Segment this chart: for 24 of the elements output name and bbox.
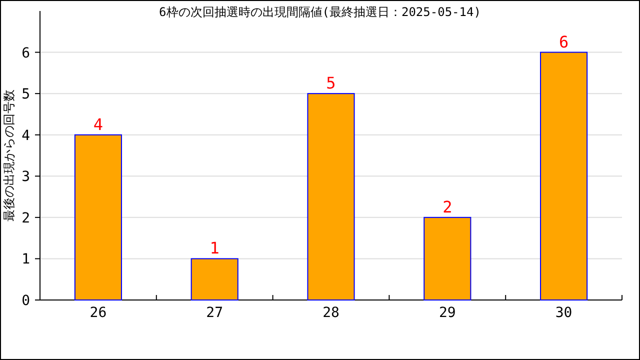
bar (190, 258, 238, 300)
bar (540, 52, 588, 300)
y-tick-label: 3 (22, 169, 30, 186)
data-label: 5 (326, 74, 336, 93)
x-tick-label: 28 (322, 305, 340, 321)
data-label: 2 (442, 197, 452, 216)
y-tick-label: 4 (22, 128, 30, 144)
data-label: 1 (210, 238, 220, 258)
bar (307, 93, 355, 300)
chart-title: 6枠の次回抽選時の出現間隔値(最終抽選日：2025-05-14) (159, 5, 481, 19)
y-axis-title: 最後の出現からの回号数 (2, 90, 16, 222)
y-tick-label: 2 (22, 210, 30, 226)
y-tick-label: 1 (22, 252, 30, 268)
x-tick-label: 29 (438, 305, 456, 321)
y-tick-label: 0 (22, 293, 30, 309)
x-tick-label: 27 (206, 305, 224, 321)
data-label: 6 (558, 32, 569, 52)
y-tick-label: 6 (22, 45, 30, 62)
bar (74, 134, 122, 300)
bar (424, 216, 472, 300)
x-tick-label: 30 (555, 305, 572, 321)
data-label: 4 (93, 114, 104, 134)
x-tick-label: 26 (90, 305, 107, 321)
y-tick-label: 5 (22, 86, 30, 103)
